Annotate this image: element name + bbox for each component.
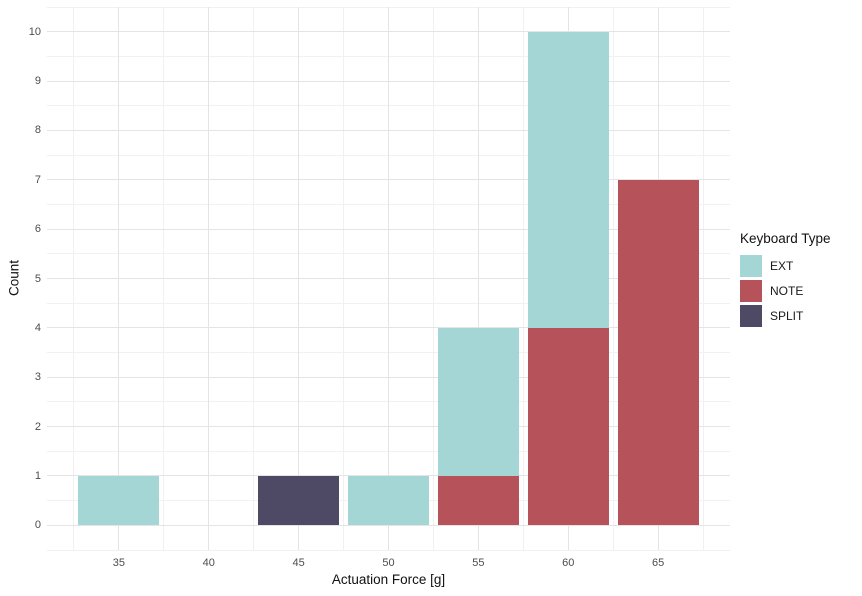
y-tick-label: 0 <box>34 519 41 532</box>
legend-item-note: NOTE <box>740 280 831 302</box>
gridline-x-major <box>208 7 210 550</box>
bar-segment-ext <box>437 327 519 476</box>
x-tick-label: 60 <box>562 557 575 569</box>
legend-label: EXT <box>770 259 794 273</box>
legend-label: NOTE <box>770 284 804 298</box>
y-tick-label: 7 <box>34 173 41 186</box>
legend-swatch-note <box>740 280 762 302</box>
bar-segment-note <box>437 475 519 526</box>
gridline-y-minor <box>47 549 730 551</box>
bar-segment-ext <box>78 475 160 526</box>
y-tick-label: 4 <box>34 321 41 334</box>
bar-segment-ext <box>348 475 429 526</box>
gridline-x-major <box>298 7 300 550</box>
x-tick-label: 50 <box>382 557 395 569</box>
x-axis-title: Actuation Force [g] <box>331 572 446 587</box>
y-tick-label: 3 <box>34 371 41 384</box>
legend-label: SPLIT <box>770 309 804 323</box>
y-tick-label: 10 <box>28 25 41 38</box>
bar-segment-note <box>617 179 699 526</box>
bar-segment-ext <box>527 31 609 328</box>
gridline-x-major <box>477 7 479 550</box>
legend-items: EXT NOTE SPLIT <box>740 255 831 327</box>
plot-panel <box>47 6 730 551</box>
x-tick-label: 55 <box>472 557 485 569</box>
y-tick-label: 8 <box>34 124 41 137</box>
legend-swatch-split <box>740 305 762 327</box>
bar-segment-split <box>258 475 340 526</box>
legend-title: Keyboard Type <box>740 231 831 246</box>
bar-segment-note <box>527 327 609 526</box>
legend-item-ext: EXT <box>740 255 831 277</box>
y-tick-label: 1 <box>34 469 41 482</box>
y-tick-label: 6 <box>34 223 41 236</box>
y-tick-label: 2 <box>34 420 41 433</box>
y-tick-label: 5 <box>34 272 41 285</box>
x-tick-label: 45 <box>292 557 305 569</box>
y-tick-label: 9 <box>34 75 41 88</box>
gridline-x-major <box>388 7 389 550</box>
x-tick-label: 35 <box>112 557 126 569</box>
legend-item-split: SPLIT <box>740 305 831 327</box>
legend: Keyboard Type EXT NOTE SPLIT <box>740 231 831 330</box>
gridline-x-major <box>118 7 120 550</box>
x-tick-label: 65 <box>651 557 665 569</box>
legend-swatch-ext <box>740 255 762 277</box>
x-tick-label: 40 <box>202 557 215 569</box>
